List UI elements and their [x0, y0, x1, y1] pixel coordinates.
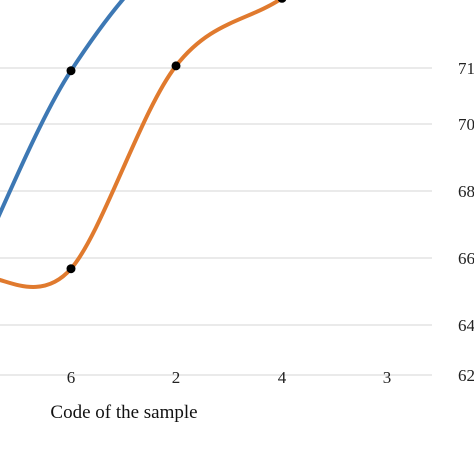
y-tick-label: 64 — [458, 316, 474, 335]
y-tick-label: 62 — [458, 366, 474, 385]
x-tick-label: 6 — [67, 368, 76, 387]
x-tick-label: 2 — [172, 368, 181, 387]
series-line-1 — [0, 0, 126, 219]
x-tick-label: 3 — [383, 368, 392, 387]
series-2-point — [171, 61, 181, 71]
y-tick-label: 68 — [458, 182, 474, 201]
series-2-point — [277, 0, 287, 3]
y-tick-label: 70 — [458, 115, 474, 134]
x-axis-title: Code of the sample — [50, 402, 197, 423]
x-tick-label: 4 — [278, 368, 287, 387]
y-tick-label: 66 — [458, 249, 474, 268]
series-1-point — [66, 66, 76, 76]
series-2-point — [66, 264, 76, 274]
series-line-2 — [0, 0, 283, 289]
y-tick-label: 71 — [458, 59, 474, 78]
